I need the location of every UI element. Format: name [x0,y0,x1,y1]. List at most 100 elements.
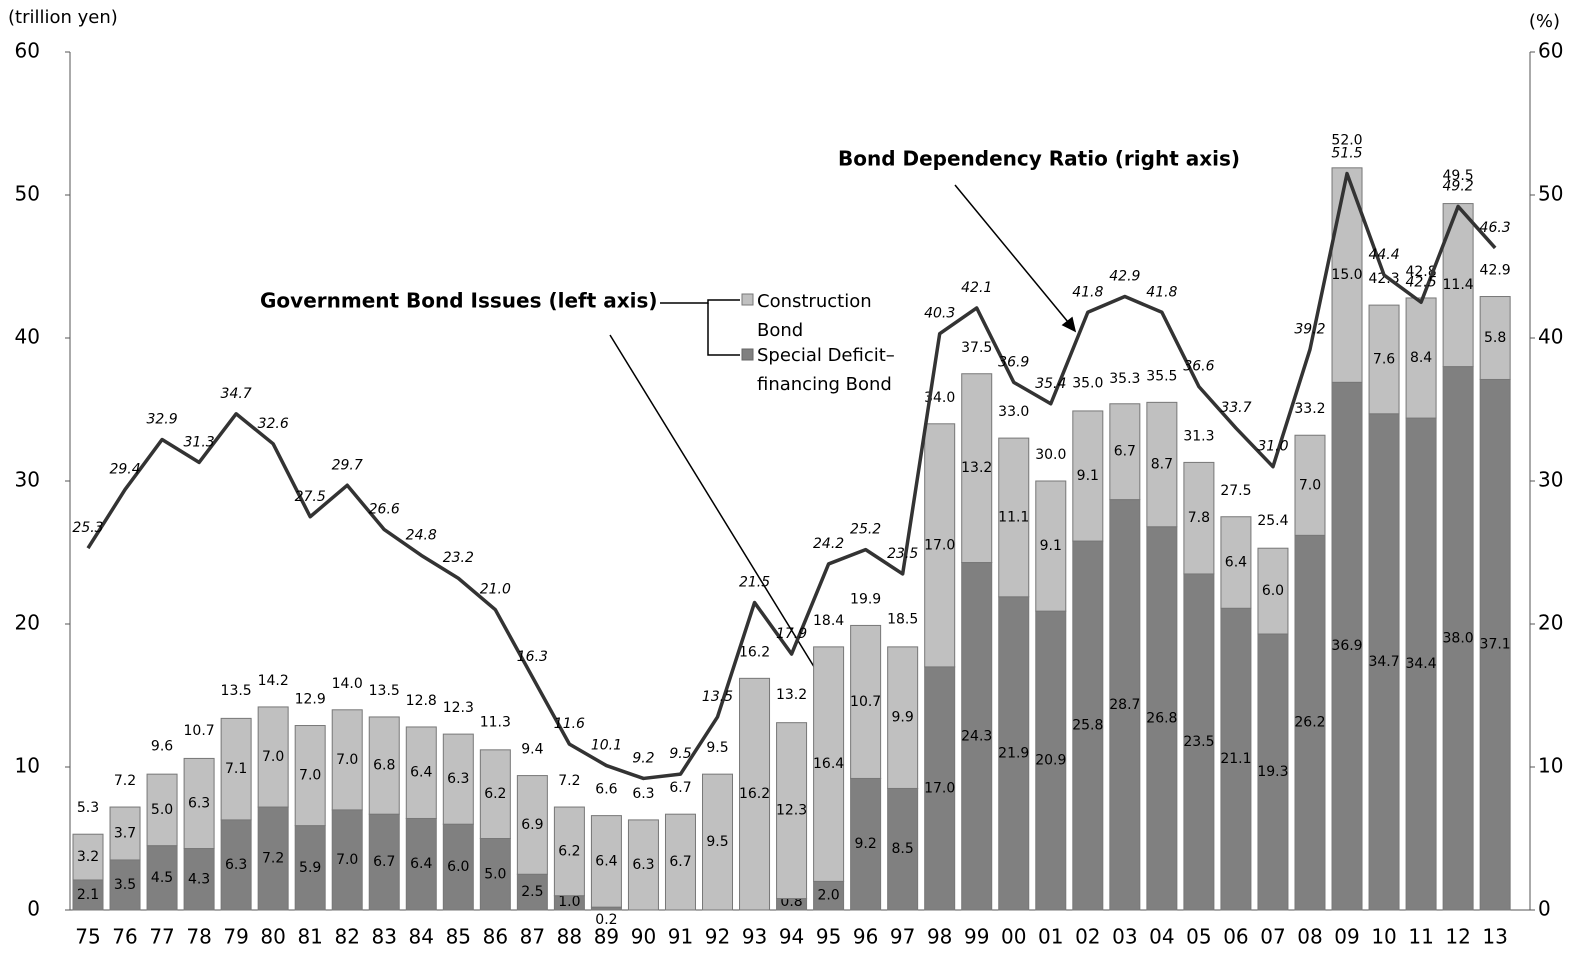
value-label: 26.2 [1294,715,1325,731]
value-label: 6.2 [484,786,506,802]
ratio-label: 21.5 [739,575,770,591]
bar-segment [479,749,511,840]
value-label: 0.2 [595,912,617,928]
bar-segment [664,813,696,911]
total-label: 18.5 [887,611,918,627]
value-label: 28.7 [1109,697,1140,713]
bar-segment [1331,381,1363,911]
x-tick-label: 00 [1001,925,1026,949]
total-label: 9.4 [521,742,543,758]
total-label: 42.3 [1368,271,1399,287]
x-tick-label: 90 [631,925,656,949]
bar-segment [850,624,882,779]
value-label: 4.3 [188,871,210,887]
ratio-label: 11.6 [554,716,585,732]
total-label: 37.5 [961,340,992,356]
bar-segment [590,815,622,908]
y2-tick-label: 60 [1538,39,1563,63]
value-label: 2.5 [521,884,543,900]
bar-segment [368,716,400,815]
total-label: 9.6 [151,739,173,755]
value-label: 17.0 [924,537,955,553]
value-label: 6.7 [373,854,395,870]
value-label: 6.0 [447,859,469,875]
annotation: Bond Dependency Ratio (right axis) [838,147,1240,171]
x-tick-label: 94 [779,925,804,949]
y2-tick-label: 40 [1538,325,1563,349]
value-label: 17.0 [924,780,955,796]
total-label: 9.5 [706,740,728,756]
bar-segment [1146,401,1178,528]
bar-segment [442,733,474,825]
value-label: 19.3 [1257,764,1288,780]
bar-segment [887,787,919,911]
x-tick-label: 08 [1297,925,1322,949]
ratio-label: 27.5 [295,489,326,505]
ratio-label: 42.9 [1109,269,1140,285]
ratio-label: 25.3 [72,520,103,536]
value-label: 6.3 [447,771,469,787]
x-tick-label: 81 [297,925,322,949]
x-tick-label: 09 [1334,925,1359,949]
x-tick-label: 10 [1371,925,1396,949]
total-label: 12.3 [443,700,474,716]
value-label: 9.2 [854,836,876,852]
value-label: 1.0 [558,894,580,910]
value-label: 16.4 [813,756,844,772]
value-label: 24.3 [961,728,992,744]
bar-segment [1368,304,1400,415]
ratio-label: 32.6 [258,416,289,432]
bar-segment [1109,403,1141,501]
total-label: 12.9 [295,692,326,708]
bar-segment [331,709,363,811]
value-label: 13.2 [961,460,992,476]
legend-label: Special Deficit–financing Bond [757,345,895,395]
arrowhead [1061,316,1077,333]
bar-segment [1183,461,1215,575]
ratio-label: 16.3 [517,649,548,665]
bar-segment [1035,480,1067,612]
x-tick-label: 87 [520,925,545,949]
arrow [609,334,833,697]
value-label: 7.0 [299,768,321,784]
y2-axis-label: (%) [1529,11,1560,32]
bar-segment [887,646,919,789]
ratio-label: 32.9 [146,412,177,428]
value-label: 21.1 [1220,751,1251,767]
ratio-label: 49.2 [1443,178,1474,194]
value-label: 7.0 [1299,477,1321,493]
bar-segment [998,596,1030,911]
value-label: 11.1 [998,509,1029,525]
bar-segment [294,725,326,827]
value-label: 8.7 [1151,457,1173,473]
bar-segment [1405,297,1437,419]
bar-segment [1146,526,1178,911]
x-tick-label: 75 [75,925,100,949]
value-label: 7.8 [1188,510,1210,526]
bar-segment [183,757,215,850]
bar-segment [813,646,845,882]
ratio-label: 41.8 [1146,284,1177,300]
bar-segment [479,838,511,911]
bar-segment [1257,547,1289,635]
value-label: 6.9 [521,817,543,833]
x-tick-label: 79 [223,925,248,949]
ratio-label: 42.5 [1405,274,1436,290]
ratio-label: 9.5 [669,746,691,762]
bar-segment [146,845,178,911]
x-tick-label: 95 [816,925,841,949]
value-label: 6.4 [410,765,432,781]
total-label: 35.3 [1109,371,1140,387]
value-label: 9.9 [892,710,914,726]
ratio-label: 31.0 [1257,439,1288,455]
x-tick-label: 11 [1408,925,1433,949]
bar-segment [72,833,104,881]
x-tick-label: 85 [446,925,471,949]
value-label: 6.4 [595,853,617,869]
bar-segment [961,562,993,911]
bar-segment [257,706,289,808]
total-label: 6.7 [669,780,691,796]
value-label: 3.5 [114,877,136,893]
x-tick-label: 89 [594,925,619,949]
